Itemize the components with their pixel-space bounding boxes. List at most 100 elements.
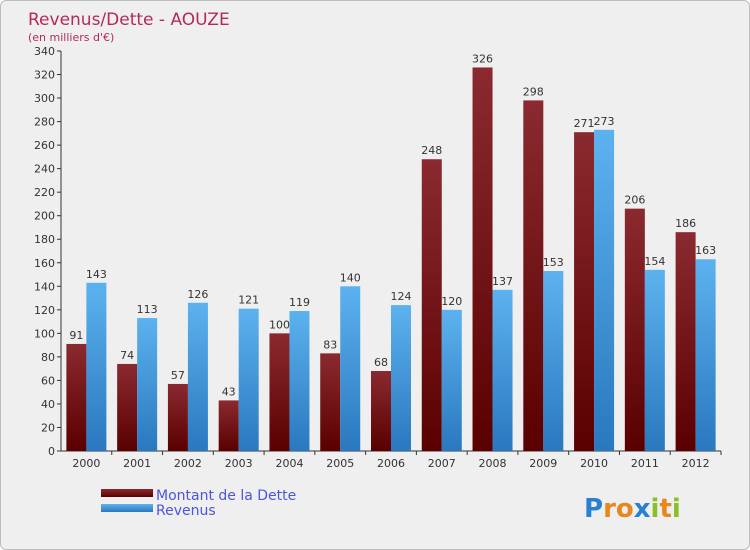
bar-debt [320,353,341,451]
chart-subtitle: (en milliers d'€) [28,31,114,44]
data-label-revenus: 113 [137,303,158,316]
data-label-revenus: 154 [644,255,665,268]
legend: Montant de la Dette Revenus [101,488,296,519]
logo-letter: i [651,494,660,524]
y-tick-label: 100 [34,327,55,340]
data-label-revenus: 124 [391,290,412,303]
y-tick-label: 280 [34,116,55,129]
legend-label-revenus: Revenus [156,503,216,519]
data-label-debt: 91 [69,329,83,342]
x-tick-label: 2003 [225,457,253,470]
bar-debt [218,400,239,451]
data-label-revenus: 153 [543,256,564,269]
bar-revenus [543,271,564,451]
logo-letter: t [659,494,671,524]
y-tick-label: 20 [41,421,55,434]
data-label-revenus: 119 [289,296,310,309]
bar-revenus [391,305,411,451]
bar-debt [117,363,138,451]
y-tick-label: 0 [48,445,55,458]
x-tick-label: 2000 [72,457,100,470]
y-tick-label: 220 [34,186,55,199]
bar-debt [574,132,595,452]
y-tick-label: 40 [41,398,55,411]
bar-debt [167,383,188,451]
y-tick-label: 180 [34,233,55,246]
logo-letter: o [616,494,634,524]
bar-revenus [340,286,361,451]
bar-debt [66,343,87,451]
logo-letter: x [634,494,651,524]
y-tick-label: 140 [34,280,55,293]
x-tick-label: 2011 [631,457,659,470]
data-label-revenus: 163 [695,244,716,257]
x-tick-label: 2010 [580,457,608,470]
data-label-debt: 83 [323,338,337,351]
data-label-debt: 298 [523,85,544,98]
bar-debt [675,232,696,451]
legend-swatch-debt [101,489,153,497]
bar-revenus [187,302,208,451]
y-tick-label: 240 [34,163,55,176]
bar-revenus [695,259,716,451]
data-label-debt: 248 [421,144,442,157]
logo-letter: i [672,494,681,524]
x-tick-label: 2005 [326,457,354,470]
data-label-debt: 57 [171,369,185,382]
data-label-debt: 271 [574,117,595,130]
bar-debt [421,159,442,451]
data-label-revenus: 137 [492,275,513,288]
x-tick-label: 2006 [377,457,405,470]
bar-debt [624,208,645,451]
y-tick-label: 340 [34,45,55,58]
y-tick-label: 120 [34,304,55,317]
proxiti-logo: Proxiti [584,494,681,524]
y-tick-label: 160 [34,257,55,270]
logo-letter: r [603,494,616,524]
logo-letter: P [584,494,603,524]
x-tick-label: 2007 [428,457,456,470]
bar-revenus [492,289,513,451]
data-label-revenus: 121 [238,294,259,307]
data-label-debt: 326 [472,52,493,65]
x-tick-label: 2002 [174,457,202,470]
chart-title: Revenus/Dette - AOUZE [28,10,230,30]
bars: 91 143 74 113 57 126 43 121 100 119 83 140 68 124 248 1… [66,52,716,452]
bar-revenus [441,309,462,451]
y-tick-label: 80 [41,351,55,364]
x-tick-label: 2004 [275,457,303,470]
x-tick-label: 2012 [682,457,710,470]
axes: 0 20 40 60 80 100 120 140 160 180 200 220 240 260 280 3… [34,45,722,470]
x-tick-label: 2008 [479,457,507,470]
x-tick-label: 2001 [123,457,151,470]
data-label-revenus: 126 [187,288,208,301]
y-tick-label: 320 [34,69,55,82]
bar-revenus [238,308,259,451]
data-label-debt: 206 [624,194,645,207]
y-tick-label: 260 [34,139,55,152]
y-tick-label: 200 [34,210,55,223]
data-label-debt: 100 [269,318,290,331]
bar-revenus [644,269,665,451]
data-label-revenus: 140 [340,271,361,284]
data-label-debt: 43 [222,385,236,398]
legend-swatch-revenus [101,504,153,512]
data-label-revenus: 143 [86,268,107,281]
legend-label-debt: Montant de la Dette [156,488,296,504]
bar-debt [371,371,391,451]
data-label-debt: 186 [675,217,696,230]
x-tick-label: 2009 [529,457,557,470]
data-label-debt: 68 [374,356,388,369]
bar-debt [269,333,290,451]
bar-revenus [594,129,615,451]
bar-revenus [86,282,107,451]
y-tick-label: 300 [34,92,55,105]
y-tick-label: 60 [41,374,55,387]
bar-debt [472,67,493,452]
data-label-revenus: 120 [441,295,462,308]
bar-revenus [137,318,158,451]
data-label-debt: 74 [120,349,134,362]
bar-debt [523,100,544,451]
